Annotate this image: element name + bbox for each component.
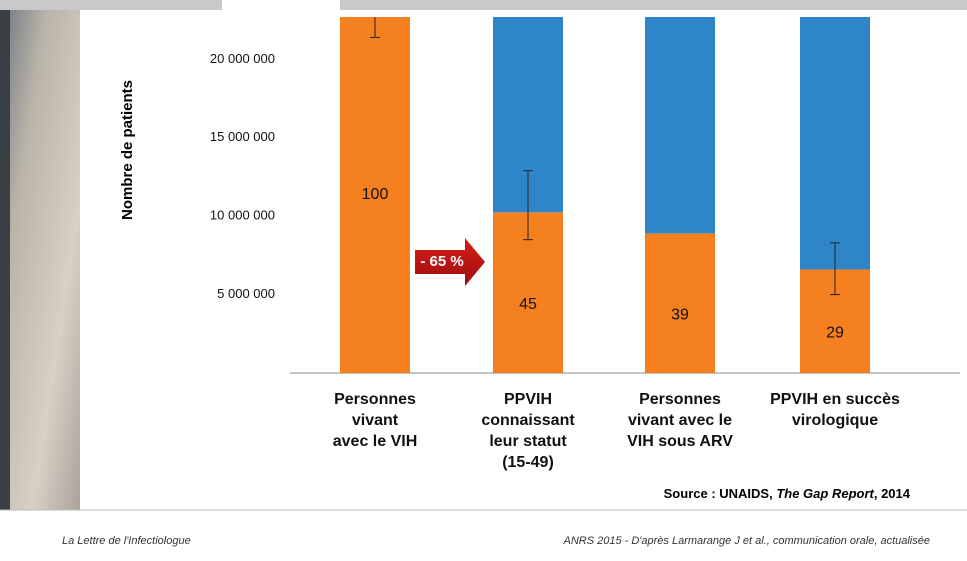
- source: Source : UNAIDS, The Gap Report, 2014: [664, 486, 911, 501]
- source-title: The Gap Report: [776, 486, 874, 501]
- source-suffix: , 2014: [874, 486, 911, 501]
- x-tick-label: Personnes: [334, 391, 416, 408]
- top-bar: [0, 0, 967, 10]
- left-border: [0, 0, 10, 510]
- slide: Nombre de patients - 65 % Source : UNAID…: [0, 0, 967, 561]
- bar-segment: [645, 233, 715, 373]
- arrow-label: - 65 %: [420, 253, 463, 270]
- footer-right: ANRS 2015 - D'après Larmarange J et al.,…: [562, 535, 930, 547]
- percent-label: 39: [671, 306, 689, 323]
- bar-segment: [800, 14, 870, 270]
- y-tick-label: 5 000 000: [217, 286, 275, 301]
- x-tick-label: virologique: [792, 412, 878, 429]
- y-tick-label: 20 000 000: [210, 51, 275, 66]
- top-tab: [222, 0, 340, 12]
- bar-segment: [645, 14, 715, 234]
- x-tick-label: (15-49): [502, 454, 554, 471]
- percent-label: 29: [826, 324, 844, 341]
- percent-label: 100: [362, 186, 389, 203]
- x-tick-label: connaissant: [481, 412, 575, 429]
- x-tick-label: avec le VIH: [333, 433, 418, 450]
- y-axis-label: Nombre de patients: [119, 80, 136, 220]
- x-tick-label: vivant: [352, 412, 399, 429]
- x-tick-label: Personnes: [639, 391, 721, 408]
- y-tick-label: 10 000 000: [210, 208, 275, 223]
- x-tick-label: PPVIH en succès: [770, 391, 900, 408]
- x-tick-label: vivant avec le: [628, 412, 732, 429]
- x-tick-label: leur statut: [489, 433, 567, 450]
- footer-left: La Lettre de l'Infectiologue: [62, 535, 191, 547]
- x-tick-label: VIH sous ARV: [627, 433, 733, 450]
- source-prefix: Source : UNAIDS,: [664, 486, 777, 501]
- x-tick-label: PPVIH: [504, 391, 552, 408]
- background-image: [0, 0, 80, 510]
- y-tick-label: 15 000 000: [210, 129, 275, 144]
- percent-label: 45: [519, 296, 537, 313]
